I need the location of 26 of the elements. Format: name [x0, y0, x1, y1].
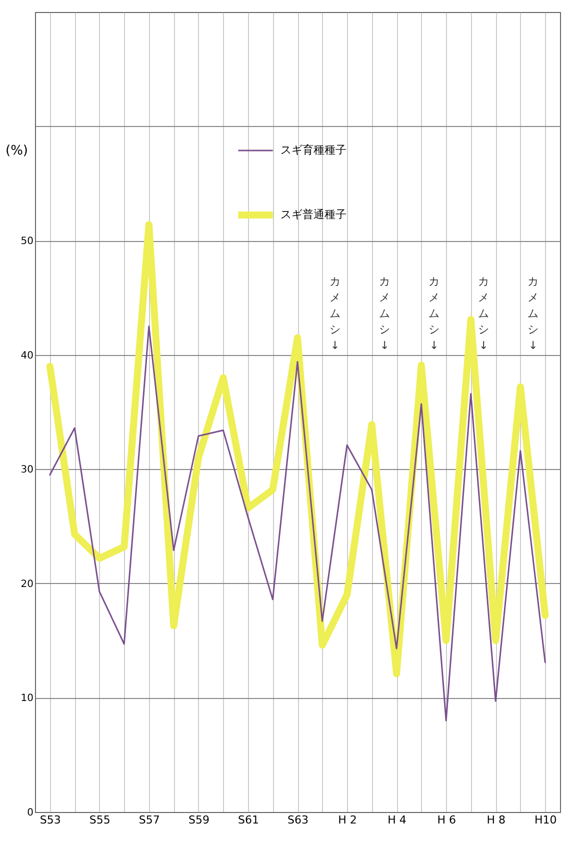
x-tick-label: S57	[138, 814, 160, 826]
x-tick-label: H10	[534, 814, 557, 826]
annotation: カメムシ↓	[379, 275, 390, 352]
x-tick-label: S53	[40, 814, 61, 826]
y-tick-label: 50	[20, 236, 34, 248]
x-tick-label: S61	[238, 814, 259, 826]
annotation: カメムシ↓	[528, 275, 539, 352]
legend-label: スギ育種種子	[280, 144, 346, 156]
line-series	[49, 326, 546, 722]
x-tick-label: S59	[188, 814, 210, 826]
annotation: カメムシ↓	[478, 275, 490, 352]
y-tick-label: 40	[20, 350, 34, 362]
y-tick-label: 20	[20, 578, 34, 590]
legend-label: スギ普通種子	[280, 208, 346, 221]
x-tick-label: H 2	[338, 814, 357, 826]
x-tick-label: H 8	[486, 814, 506, 826]
y-axis-title: (%)	[6, 144, 28, 158]
y-tick-label: 30	[20, 464, 34, 476]
y-tick-label: 0	[27, 808, 34, 818]
x-tick-label: H 4	[388, 814, 406, 826]
x-tick-label: H 6	[437, 814, 456, 826]
annotation: カメムシ↓	[428, 275, 440, 352]
annotation: カメムシ↓	[330, 275, 341, 352]
y-tick-label: 10	[20, 693, 34, 704]
x-tick-label: S55	[89, 814, 110, 826]
x-tick-label: S63	[288, 814, 308, 826]
